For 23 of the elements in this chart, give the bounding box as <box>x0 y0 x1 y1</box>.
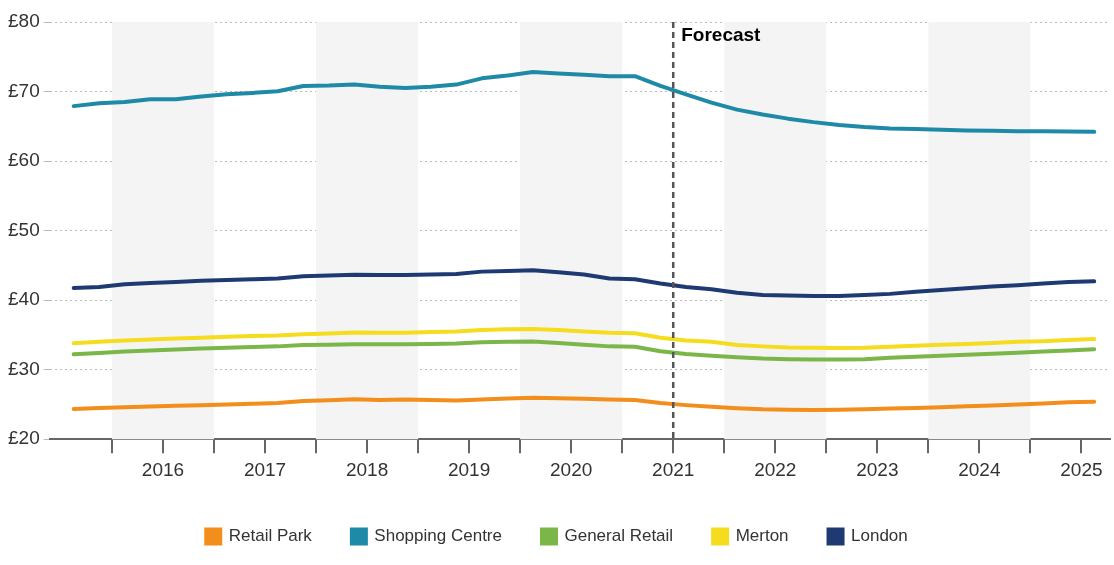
x-tick-label: 2016 <box>141 458 185 480</box>
x-tick-label: 2019 <box>447 458 491 480</box>
x-tick-label: 2020 <box>550 458 593 480</box>
legend-label: Merton <box>735 526 789 546</box>
x-tick-label: 2022 <box>754 458 797 480</box>
legend-label: Shopping Centre <box>374 526 502 546</box>
x-tick-label: 2024 <box>958 458 1001 480</box>
y-tick-label: £50 <box>8 218 40 240</box>
x-tick-label: 2023 <box>856 458 899 480</box>
y-tick-label: £40 <box>8 288 40 310</box>
ref-line-label: Forecast <box>681 23 762 45</box>
x-tick-label: 2025 <box>1060 458 1103 480</box>
y-tick-label: £60 <box>8 149 40 171</box>
legend-label: General Retail <box>564 526 674 546</box>
y-tick-label: £80 <box>8 10 40 32</box>
y-tick-label: £20 <box>8 427 40 449</box>
x-tick-label: 2018 <box>345 458 389 480</box>
y-tick-label: £30 <box>8 357 40 379</box>
x-tick-label: 2021 <box>652 458 695 480</box>
x-tick-label: 2017 <box>243 458 287 480</box>
y-tick-label: £70 <box>8 79 40 101</box>
legend-label: London <box>851 526 908 546</box>
legend-label: Retail Park <box>228 526 313 546</box>
